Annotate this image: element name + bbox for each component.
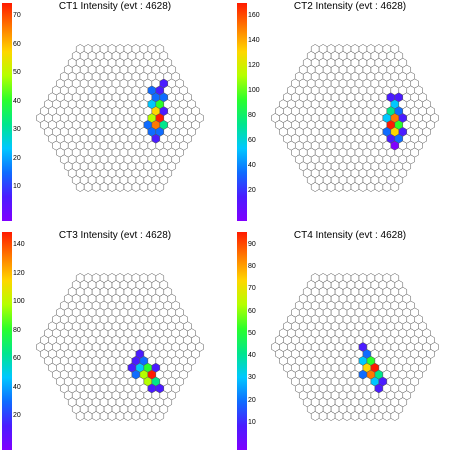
colorbar xyxy=(2,3,12,221)
camera-pixel xyxy=(430,113,439,123)
colorbar-tick-label: 40 xyxy=(248,162,256,169)
colorbar-tick-label: 80 xyxy=(248,263,256,271)
colorbar-tick-label: 90 xyxy=(248,241,256,248)
colorbar-tick-label: 10 xyxy=(13,183,21,191)
colorbar-tick-label: 100 xyxy=(13,298,25,306)
camera-panel-ct3: 140 120 100 80 60 40 20 CT3 Intensity (evt : 4… xyxy=(0,229,230,454)
colorbar-tick-label: 70 xyxy=(13,12,21,19)
camera-pixel xyxy=(195,342,204,352)
camera-hex-grid xyxy=(36,44,204,192)
colorbar-tick-label: 140 xyxy=(13,241,25,248)
colorbar-tick-label: 140 xyxy=(248,37,260,44)
camera-panel-ct1: 70 60 50 40 30 20 10 CT1 Intensity (evt : 4628… xyxy=(0,0,230,225)
colorbar-tick-label: 20 xyxy=(248,187,256,194)
panel-title: CT4 Intensity (evt : 4628) xyxy=(293,230,407,241)
colorbar-tick-label: 30 xyxy=(13,126,21,134)
colorbar-tick-label: 160 xyxy=(248,12,260,19)
colorbar-tick-label: 60 xyxy=(248,307,256,315)
panel-title: CT1 Intensity (evt : 4628) xyxy=(58,1,172,12)
colorbar-tick-label: 100 xyxy=(248,87,260,94)
colorbar xyxy=(2,232,12,450)
colorbar-tick-label: 40 xyxy=(248,352,256,360)
colorbar-tick-label: 30 xyxy=(248,374,256,382)
colorbar-tick-label: 20 xyxy=(248,396,256,404)
colorbar-tick-label: 80 xyxy=(13,326,21,334)
colorbar-tick-label: 10 xyxy=(248,418,256,426)
colorbar xyxy=(237,232,247,450)
colorbar xyxy=(237,3,247,221)
panel-title: CT3 Intensity (evt : 4628) xyxy=(58,230,172,241)
camera-hex-grid xyxy=(271,273,439,421)
camera-pixel xyxy=(195,113,204,123)
colorbar-tick-label: 50 xyxy=(13,69,21,77)
camera-hex-grid xyxy=(36,273,204,421)
colorbar-tick-label: 60 xyxy=(248,137,256,144)
colorbar-tick-label: 20 xyxy=(13,412,21,420)
colorbar-tick-label: 120 xyxy=(248,62,260,69)
colorbar-tick-label: 50 xyxy=(248,329,256,337)
colorbar-tick-label: 40 xyxy=(13,383,21,391)
colorbar-tick-label: 60 xyxy=(13,355,21,363)
camera-hex-grid xyxy=(271,44,439,192)
colorbar-tick-label: 60 xyxy=(13,40,21,48)
colorbar-tick-label: 80 xyxy=(248,112,256,119)
colorbar-tick-label: 40 xyxy=(13,97,21,105)
colorbar-tick-label: 70 xyxy=(248,285,256,293)
camera-pixel xyxy=(430,342,439,352)
camera-panel-ct2: 160 140 120 100 80 60 40 20 CT2 Intensity (evt … xyxy=(235,0,465,225)
colorbar-tick-label: 120 xyxy=(13,269,25,277)
colorbar-tick-label: 20 xyxy=(13,154,21,162)
camera-panel-ct4: 90 80 70 60 50 40 30 20 10 CT4 Intensity (evt : … xyxy=(235,229,465,454)
panel-title: CT2 Intensity (evt : 4628) xyxy=(293,1,407,12)
